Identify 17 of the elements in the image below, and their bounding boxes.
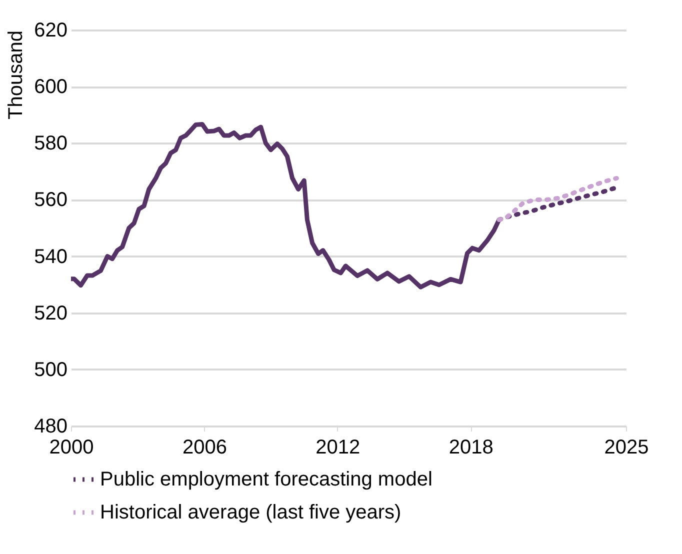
y-tick-label: 620 — [34, 20, 68, 42]
x-tick-label: 2000 — [49, 436, 94, 458]
y-tick-label: 600 — [34, 76, 68, 98]
y-tick-label: 540 — [34, 246, 68, 268]
x-tick-label: 2006 — [182, 436, 227, 458]
legend-label: Historical average (last five years) — [100, 502, 402, 524]
x-tick-label: 2025 — [604, 436, 649, 458]
y-tick-label: 500 — [34, 358, 68, 381]
line-series — [496, 176, 619, 222]
legend-label: Public employment forecasting model — [100, 468, 432, 490]
x-tick-label: 2018 — [448, 436, 494, 458]
y-tick-label: 560 — [34, 189, 68, 212]
y-axis-title: Thousand — [5, 30, 28, 120]
y-tick-label: 480 — [34, 416, 68, 438]
x-tick-label: 2012 — [316, 436, 360, 458]
y-tick-label: 520 — [34, 302, 68, 324]
y-tick-label: 580 — [34, 132, 68, 155]
